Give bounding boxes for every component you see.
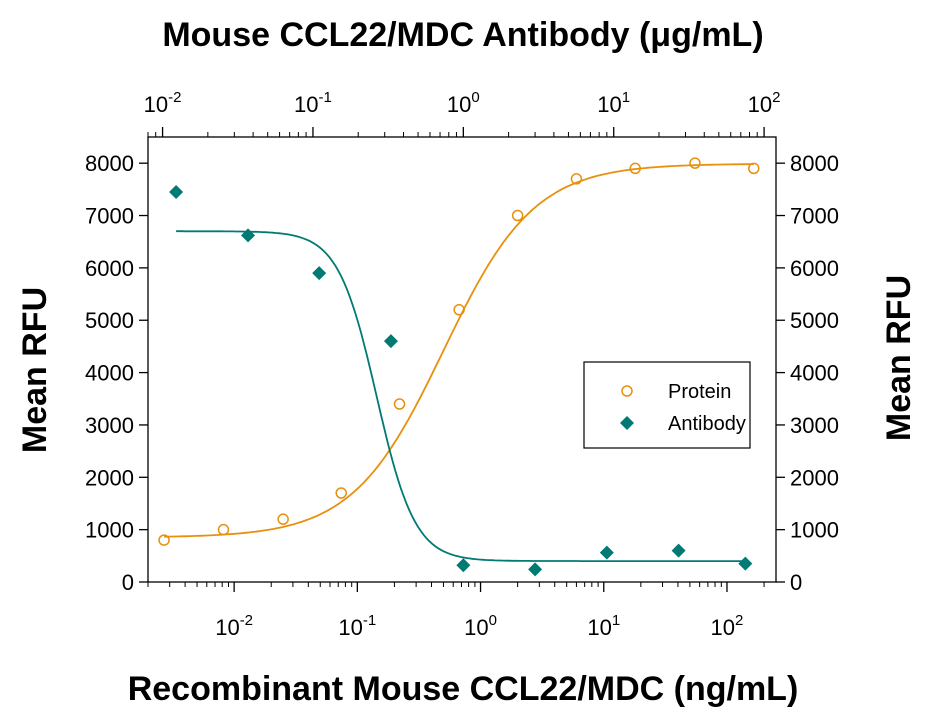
- x-tick-label-bottom: 10-1: [338, 612, 376, 640]
- y-axis-label-right: Mean RFU: [880, 275, 918, 441]
- protein-point: [748, 162, 760, 175]
- legend-label-antibody: Antibody: [668, 413, 746, 435]
- legend-label-protein: Protein: [668, 381, 731, 403]
- protein-point: [453, 304, 465, 316]
- y-axis-label-left: Mean RFU: [16, 287, 54, 453]
- y-tick-label-left: 8000: [85, 151, 134, 176]
- protein-point: [689, 157, 701, 169]
- y-tick-label-left: 1000: [85, 518, 134, 543]
- protein-point: [629, 162, 641, 175]
- left-axis-ticks: 0 1000 2000 3000 4000 5000 6000 7000 8000: [85, 151, 148, 595]
- y-tick-label-right: 5000: [790, 308, 839, 333]
- protein-point: [277, 513, 289, 525]
- y-tick-label-right: 1000: [790, 518, 839, 543]
- y-tick-label-left: 2000: [85, 465, 134, 490]
- antibody-point: [383, 334, 398, 349]
- legend: Protein Antibody: [583, 361, 751, 449]
- data-points: [158, 157, 760, 577]
- x-tick-label-top: 101: [597, 89, 630, 117]
- y-tick-label-right: 3000: [790, 413, 839, 438]
- chart-title: Mouse CCL22/MDC Antibody (μg/mL): [162, 16, 763, 54]
- y-tick-label-right: 8000: [790, 151, 839, 176]
- protein-fit-curve: [164, 163, 754, 538]
- y-tick-label-left: 6000: [85, 256, 134, 281]
- y-tick-label-right: 6000: [790, 256, 839, 281]
- x-tick-label-bottom: 101: [587, 612, 620, 640]
- y-tick-label-left: 5000: [85, 308, 134, 333]
- protein-point: [570, 173, 583, 185]
- antibody-point: [528, 562, 543, 577]
- bottom-axis-ticks: 10-2 10-1 100 101 102: [147, 582, 765, 640]
- legend-marker-protein: [621, 385, 633, 397]
- y-tick-label-left: 4000: [85, 361, 134, 386]
- x-tick-label-top: 10-2: [144, 89, 182, 117]
- plot-frame: [147, 136, 777, 583]
- fit-curves: [164, 163, 754, 562]
- legend-marker-antibody: [620, 416, 634, 430]
- protein-point: [217, 523, 230, 536]
- y-tick-label-left: 0: [122, 570, 134, 595]
- antibody-point: [456, 558, 471, 573]
- y-tick-label-left: 7000: [85, 204, 134, 229]
- x-tick-label-bottom: 10-2: [215, 612, 253, 640]
- antibody-point: [312, 266, 327, 281]
- x-tick-label-top: 100: [447, 89, 480, 117]
- y-tick-label-right: 4000: [790, 361, 839, 386]
- antibody-point: [241, 228, 256, 243]
- x-tick-label-top: 102: [748, 89, 781, 117]
- protein-point: [393, 398, 406, 410]
- y-tick-label-left: 3000: [85, 413, 134, 438]
- right-axis-ticks: 0 1000 2000 3000 4000 5000 6000 7000 8000: [776, 151, 839, 595]
- legend-box: [583, 361, 751, 449]
- x-axis-label: Recombinant Mouse CCL22/MDC (ng/mL): [128, 670, 799, 708]
- antibody-point: [671, 543, 686, 558]
- y-tick-label-right: 2000: [790, 465, 839, 490]
- y-tick-label-right: 0: [790, 570, 802, 595]
- antibody-point: [599, 545, 614, 560]
- protein-point: [511, 209, 524, 222]
- protein-point: [158, 534, 170, 546]
- protein-point: [335, 487, 347, 499]
- x-tick-label-bottom: 100: [464, 612, 497, 640]
- y-tick-label-right: 7000: [790, 204, 839, 229]
- antibody-fit-curve: [176, 230, 746, 562]
- antibody-point: [738, 556, 753, 571]
- top-axis-ticks: 10-2 10-1 100 101 102: [144, 89, 781, 137]
- x-tick-label-top: 10-1: [294, 89, 332, 117]
- antibody-point: [169, 184, 184, 199]
- x-tick-label-bottom: 102: [711, 612, 744, 640]
